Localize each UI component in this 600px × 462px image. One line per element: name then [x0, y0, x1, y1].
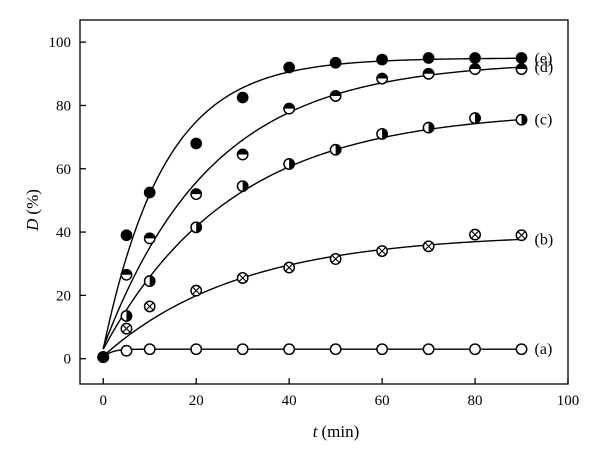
series-label-a: (a) — [535, 341, 553, 358]
series-label-c: (c) — [535, 112, 553, 129]
marker-c — [376, 128, 388, 140]
marker-c — [422, 121, 435, 134]
y-axis-unit: (%) — [23, 189, 42, 214]
marker-a — [236, 343, 249, 356]
marker-b — [190, 284, 203, 297]
marker-b — [283, 261, 295, 274]
marker-a — [283, 343, 295, 356]
x-axis-ticks: 0 20 40 60 80 100 — [99, 378, 579, 409]
y-axis-ticks: 0 20 40 60 80 100 — [49, 35, 86, 368]
x-tick-label: 0 — [99, 393, 107, 409]
y-tick-label: 100 — [49, 35, 72, 51]
marker-c — [190, 221, 203, 234]
marker-e — [515, 52, 528, 64]
marker-e — [97, 351, 110, 363]
marker-d — [143, 232, 156, 245]
marker-b — [515, 229, 528, 242]
data-markers — [97, 52, 528, 363]
marker-c — [329, 143, 342, 156]
fit-curve-b — [102, 238, 522, 357]
fit-curves — [102, 57, 522, 359]
marker-b — [120, 322, 133, 335]
marker-d — [329, 90, 342, 102]
y-axis-symbol: D — [23, 218, 42, 232]
marker-a — [329, 343, 342, 356]
marker-a — [190, 343, 203, 356]
marker-e — [469, 52, 481, 64]
x-axis-unit: (min) — [321, 422, 359, 441]
marker-c — [120, 310, 133, 322]
marker-e — [376, 53, 388, 66]
y-tick-label: 40 — [56, 225, 71, 241]
series-label-b: (b) — [535, 231, 554, 248]
marker-b — [329, 253, 342, 265]
series-label-e: (e) — [535, 50, 553, 67]
x-tick-label: 100 — [557, 393, 580, 409]
plot-frame — [79, 19, 569, 385]
fit-curve-e — [102, 57, 522, 350]
y-tick-label: 0 — [64, 352, 72, 368]
marker-a — [515, 343, 528, 356]
series-label-d: (d) — [535, 59, 554, 76]
y-tick-label: 60 — [56, 162, 71, 178]
marker-d — [376, 72, 388, 85]
marker-d — [120, 268, 133, 281]
marker-a — [376, 343, 388, 356]
plot-border — [79, 19, 569, 385]
marker-a — [469, 343, 481, 356]
marker-c — [515, 113, 528, 126]
marker-e — [236, 91, 249, 104]
x-tick-label: 40 — [282, 393, 297, 409]
fit-curve-d — [102, 66, 522, 348]
marker-d — [236, 148, 249, 161]
marker-d — [469, 63, 481, 75]
marker-b — [236, 272, 249, 284]
fit-curve-a — [102, 348, 522, 359]
x-axis-symbol: t — [313, 422, 319, 441]
marker-e — [120, 229, 133, 242]
marker-d — [283, 102, 295, 115]
fit-curve-c — [102, 118, 522, 350]
marker-e — [143, 186, 156, 199]
x-tick-label: 80 — [468, 393, 483, 409]
marker-c — [236, 180, 249, 193]
y-axis-label: D (%) — [23, 189, 42, 232]
marker-b — [469, 228, 481, 241]
x-axis-label: t (min) — [313, 422, 360, 441]
marker-a — [143, 343, 156, 356]
marker-e — [422, 52, 435, 64]
marker-d — [422, 67, 435, 80]
marker-e — [190, 137, 203, 150]
marker-d — [515, 63, 528, 75]
marker-e — [329, 56, 342, 69]
marker-a — [120, 344, 133, 357]
marker-c — [283, 158, 295, 170]
marker-d — [190, 188, 203, 200]
series-labels: (a) (b) (c) (d)(e) — [535, 50, 554, 358]
marker-c — [143, 275, 156, 287]
y-tick-label: 20 — [56, 288, 71, 304]
marker-e — [283, 61, 295, 74]
marker-a — [422, 343, 435, 356]
marker-c — [469, 112, 481, 124]
marker-b — [422, 240, 435, 253]
y-tick-label: 80 — [56, 98, 71, 114]
marker-b — [376, 245, 388, 257]
x-tick-label: 20 — [189, 393, 204, 409]
x-tick-label: 60 — [375, 393, 390, 409]
marker-b — [143, 300, 156, 313]
